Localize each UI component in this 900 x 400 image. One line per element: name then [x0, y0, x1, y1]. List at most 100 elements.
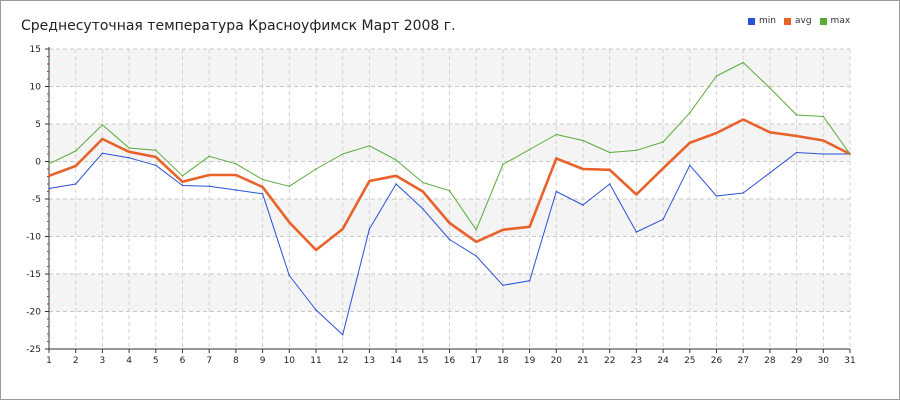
data-point-min	[128, 156, 130, 159]
data-point-min	[422, 207, 424, 210]
x-tick-label: 29	[791, 356, 803, 366]
data-point-avg	[795, 135, 798, 137]
x-tick-label: 7	[206, 356, 212, 366]
data-point-min	[235, 189, 237, 191]
data-point-min	[48, 187, 50, 190]
x-tick-label: 14	[390, 356, 402, 366]
data-point-avg	[689, 141, 691, 144]
x-tick-label: 21	[577, 356, 588, 366]
data-point-max	[261, 178, 264, 181]
legend-label-avg: avg	[794, 16, 812, 26]
data-point-min	[181, 184, 184, 187]
data-point-min	[662, 218, 664, 221]
data-point-avg	[475, 240, 478, 243]
x-tick-label: 6	[180, 356, 186, 366]
data-point-avg	[555, 157, 558, 160]
data-point-avg	[368, 180, 371, 182]
data-point-avg	[742, 118, 744, 121]
data-point-max	[689, 111, 691, 114]
data-point-max	[155, 149, 157, 152]
data-point-max	[608, 151, 611, 154]
data-point-min	[715, 195, 718, 197]
data-point-min	[769, 171, 771, 174]
data-point-min	[155, 164, 157, 167]
legend-label-max: max	[830, 16, 851, 26]
x-tick-label: 20	[551, 356, 563, 366]
y-tick-label: -20	[26, 308, 41, 318]
legend-item-avg: avg	[783, 16, 812, 26]
y-tick-label: -25	[26, 345, 41, 355]
x-tick-label: 24	[657, 356, 669, 366]
data-point-avg	[74, 165, 77, 167]
data-point-avg	[101, 138, 104, 140]
data-point-avg	[181, 180, 184, 183]
y-tick-label: -10	[26, 233, 41, 243]
data-point-min	[742, 192, 744, 194]
x-tick-label: 16	[444, 356, 456, 366]
y-tick-label: 5	[35, 120, 41, 130]
data-point-min	[475, 255, 478, 257]
x-tick-label: 27	[737, 356, 748, 366]
x-tick-label: 12	[337, 356, 348, 366]
legend-swatch-max	[819, 17, 827, 25]
data-point-max	[101, 123, 104, 126]
data-point-avg	[395, 174, 397, 177]
data-point-avg	[635, 193, 638, 196]
legend-swatch-avg	[783, 17, 791, 25]
x-tick-label: 19	[524, 356, 536, 366]
data-point-max	[635, 149, 638, 152]
data-point-min	[689, 164, 691, 167]
x-tick-label: 5	[153, 356, 159, 366]
data-point-min	[395, 183, 397, 185]
data-point-min	[261, 192, 264, 195]
data-point-avg	[448, 222, 451, 224]
data-point-min	[795, 151, 798, 154]
data-point-avg	[261, 186, 264, 188]
data-point-min	[528, 279, 531, 282]
x-tick-label: 8	[233, 356, 239, 366]
data-point-avg	[341, 228, 344, 230]
data-point-avg	[528, 225, 531, 228]
data-point-min	[288, 274, 291, 277]
data-point-avg	[235, 174, 237, 176]
data-point-avg	[128, 150, 130, 153]
data-point-max	[422, 181, 424, 184]
x-tick-label: 25	[684, 356, 695, 366]
data-point-avg	[48, 174, 50, 177]
data-point-max	[128, 147, 130, 149]
data-point-avg	[502, 228, 504, 231]
x-tick-label: 23	[631, 356, 642, 366]
data-point-avg	[662, 167, 664, 170]
data-point-min	[822, 153, 825, 155]
data-point-min	[101, 152, 104, 155]
data-point-max	[715, 75, 718, 77]
data-point-min	[208, 185, 210, 188]
data-point-max	[74, 150, 77, 152]
data-point-max	[769, 87, 771, 89]
data-point-max	[448, 189, 451, 192]
data-point-max	[181, 174, 184, 177]
data-point-avg	[769, 131, 771, 134]
data-point-min	[582, 204, 584, 206]
data-point-min	[341, 333, 344, 336]
data-point-avg	[822, 139, 825, 142]
data-point-avg	[155, 156, 157, 158]
x-tick-label: 30	[818, 356, 830, 366]
x-tick-label: 1	[46, 356, 52, 366]
data-point-max	[502, 163, 504, 166]
data-point-max	[315, 168, 317, 170]
data-point-max	[528, 148, 531, 151]
data-point-max	[662, 141, 664, 143]
data-point-min	[315, 309, 317, 311]
y-tick-label: 0	[35, 158, 41, 168]
data-point-avg	[422, 190, 424, 193]
data-point-avg	[582, 168, 584, 170]
legend-swatch-min	[748, 17, 755, 25]
data-point-min	[555, 190, 558, 193]
data-point-max	[368, 144, 371, 147]
data-point-avg	[288, 221, 291, 224]
x-tick-label: 11	[310, 356, 321, 366]
x-tick-label: 4	[126, 356, 132, 366]
y-tick-label: -15	[26, 270, 41, 280]
